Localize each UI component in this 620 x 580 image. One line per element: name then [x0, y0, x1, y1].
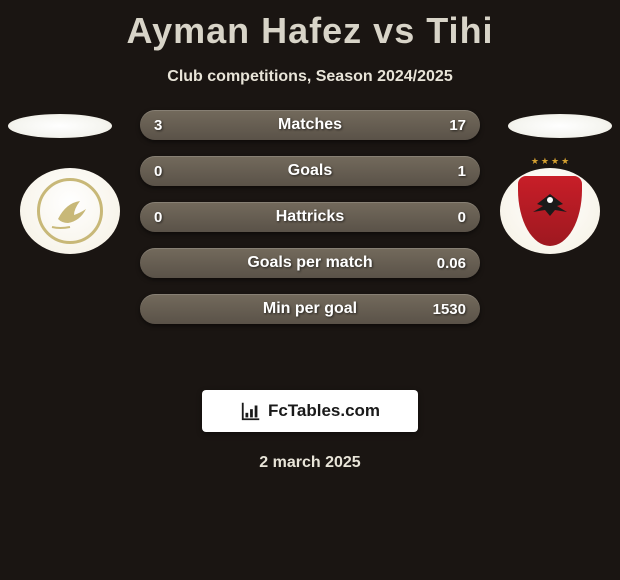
- stat-label: Hattricks: [276, 208, 344, 226]
- stat-right-value: 0.06: [437, 255, 466, 272]
- stat-right-value: 1: [458, 163, 466, 180]
- stat-label: Goals per match: [247, 254, 372, 272]
- stat-label: Min per goal: [263, 300, 357, 318]
- dove-icon: [58, 201, 86, 223]
- stat-label: Matches: [278, 116, 342, 134]
- stat-label: Goals: [288, 162, 332, 180]
- stat-right-value: 17: [449, 117, 466, 134]
- bar-chart-icon: [240, 400, 262, 422]
- left-club-badge: [20, 168, 120, 254]
- star-icon: ★: [561, 156, 569, 167]
- page-title: Ayman Hafez vs Tihi: [0, 0, 620, 52]
- right-country-flag: [508, 114, 612, 138]
- left-country-flag: [8, 114, 112, 138]
- date-text: 2 march 2025: [0, 454, 620, 472]
- brand-badge: FcTables.com: [202, 390, 418, 432]
- stat-rows: 3 Matches 17 0 Goals 1 0 Hattricks 0 Goa…: [140, 110, 480, 340]
- star-icon: ★: [551, 156, 559, 167]
- stat-row-hattricks: 0 Hattricks 0: [140, 202, 480, 232]
- stat-left-value: 0: [154, 209, 162, 226]
- stat-left-value: 0: [154, 163, 162, 180]
- stat-right-value: 1530: [433, 301, 466, 318]
- eagle-icon: [529, 190, 571, 218]
- stat-row-goals: 0 Goals 1: [140, 156, 480, 186]
- subtitle: Club competitions, Season 2024/2025: [0, 68, 620, 86]
- comparison-arena: ★ ★ ★ ★ 3 Matches 17 0 Goals 1 0 Hattric…: [0, 114, 620, 370]
- star-icon: ★: [531, 156, 539, 167]
- stat-row-matches: 3 Matches 17: [140, 110, 480, 140]
- star-icon: ★: [541, 156, 549, 167]
- stat-row-min-per-goal: Min per goal 1530: [140, 294, 480, 324]
- stat-row-goals-per-match: Goals per match 0.06: [140, 248, 480, 278]
- right-club-shield: [518, 176, 582, 246]
- left-club-emblem: [37, 178, 103, 244]
- right-club-badge: ★ ★ ★ ★: [500, 168, 600, 254]
- right-club-stars: ★ ★ ★ ★: [531, 156, 569, 167]
- stat-left-value: 3: [154, 117, 162, 134]
- stat-right-value: 0: [458, 209, 466, 226]
- brand-text: FcTables.com: [268, 401, 380, 421]
